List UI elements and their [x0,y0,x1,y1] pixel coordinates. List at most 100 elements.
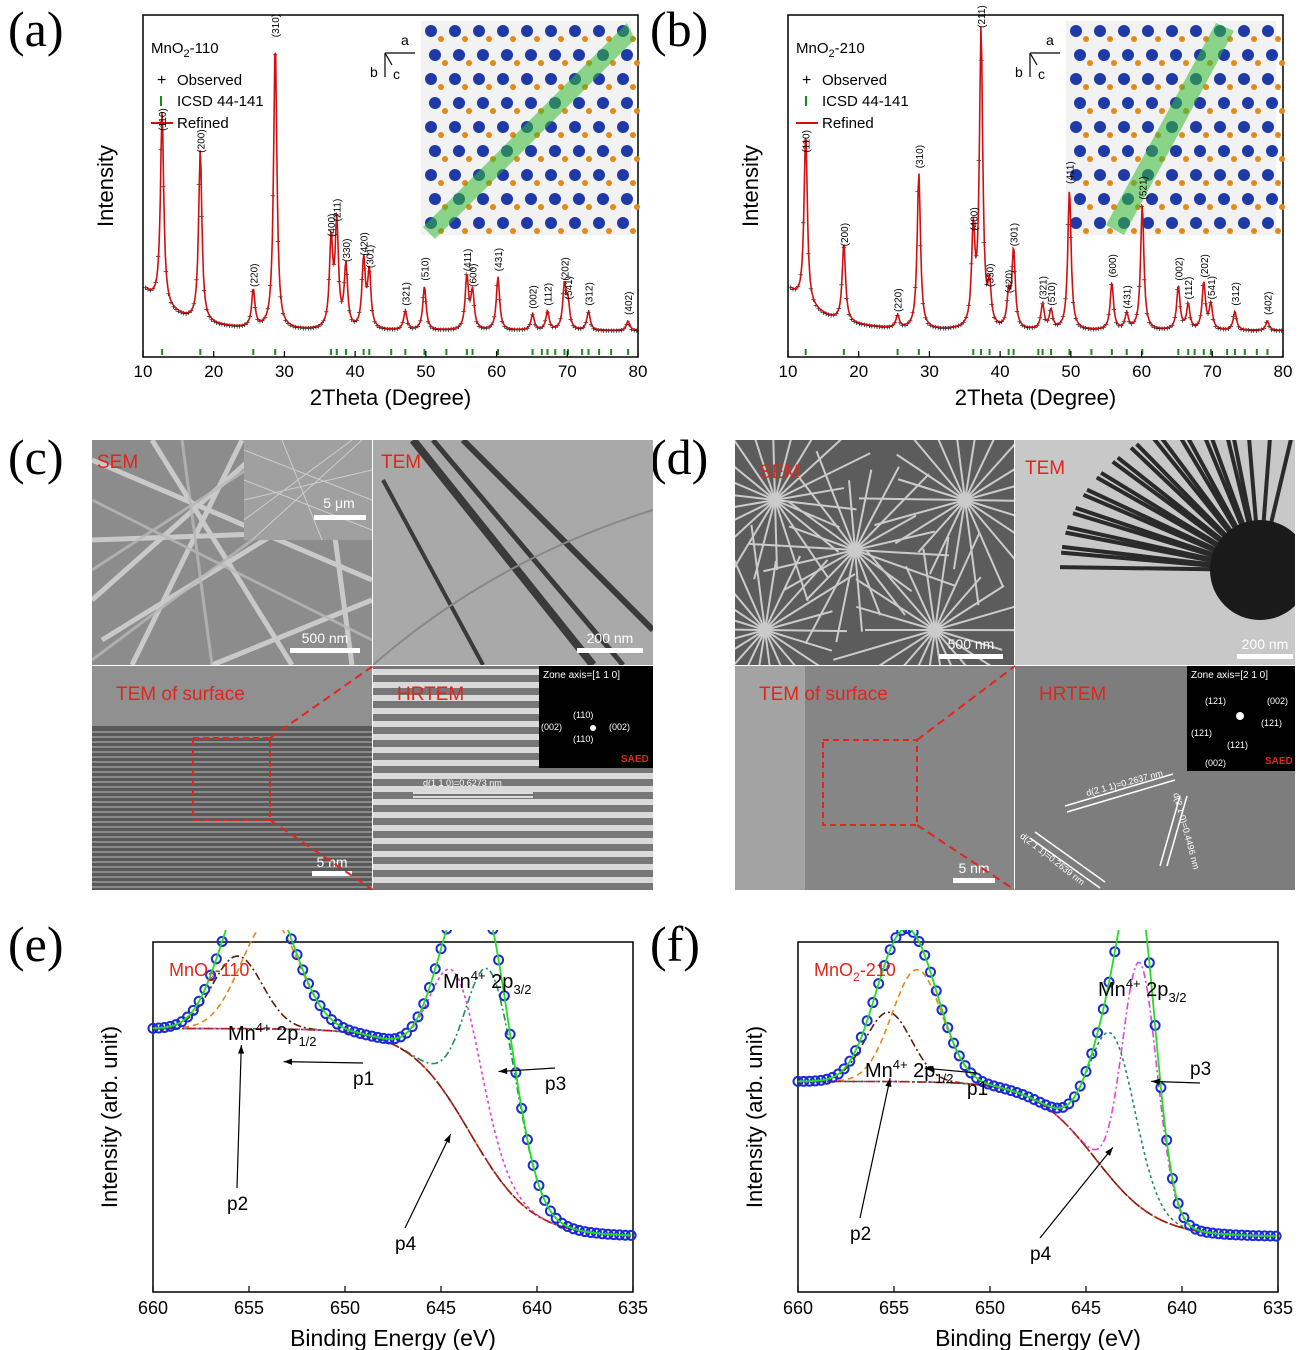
data-point [855,1031,867,1043]
manganese-atom [1155,36,1161,42]
nanorod [735,608,766,631]
nanorod [934,533,981,631]
observed-point: + [293,322,298,332]
component-arrow-p2 [859,1077,891,1219]
peak-annotations: (110) (200) (220) (310) (400) (211) (330) (420)… [802,5,1275,315]
manganese-atom [562,60,568,66]
oxygen-atom [521,25,533,37]
observed-point: + [887,322,892,332]
oxygen-atom [525,49,537,61]
manganese-atom [514,204,520,210]
data-point [907,930,919,938]
manganese-atom [1179,36,1185,42]
observed-point: + [925,318,930,328]
peak-label: (202) [560,257,571,280]
nanorod [764,629,833,652]
peak-label: (521) [1138,176,1149,199]
peak-label: (402) [1263,292,1274,315]
manganese-atom [1179,228,1185,234]
manganese-atom [630,180,636,186]
peak-label: (310) [915,145,926,168]
plot-frame [797,941,1279,1293]
x-tick-label: 655 [879,1298,909,1318]
nanorod [764,560,777,631]
oxygen-atom [1170,193,1182,205]
x-tick-label: 40 [346,362,365,381]
data-point [435,943,447,955]
nanorod [964,499,1014,560]
manganese-atom [1179,180,1185,186]
oxygen-atom [525,193,537,205]
nanorod [964,440,976,501]
panel-label-b: (b) [650,1,709,57]
component-label-p4: p4 [395,1234,417,1255]
observed-point: + [941,323,946,333]
peak-label: (211) [333,199,344,222]
oxygen-atom [1190,217,1202,229]
observed-point: + [173,305,178,315]
observed-point: + [1216,323,1221,333]
observed-point: + [1274,326,1279,336]
peak-label: (312) [1231,282,1242,305]
data-point [873,978,885,990]
observed-point: + [550,322,555,332]
data-point [1034,1096,1046,1108]
observed-point: + [410,323,415,333]
observed-point: + [209,315,214,325]
component-arrowhead-p3 [498,1067,508,1075]
oxygen-atom [1242,49,1254,61]
observed-point: + [476,321,481,331]
oxygen-atom [1118,169,1130,181]
observed-point: + [481,323,486,333]
manganese-atom [1251,180,1257,186]
observed-point: + [1083,324,1088,334]
observed-point: + [1088,324,1093,334]
nanorod [735,629,766,650]
oxygen-atom [597,193,609,205]
observed-point: + [479,323,484,333]
panel-label-e: (e) [8,916,64,972]
manganese-atom [1255,204,1261,210]
nanorod [934,629,992,665]
manganese-atom [1279,156,1285,162]
observed-point: + [1025,323,1030,333]
data-point [988,1080,1000,1092]
peak-label: (321) [401,282,412,305]
oxygen-atom [1194,193,1206,205]
observed-point: + [374,321,379,331]
manganese-atom [1255,108,1261,114]
peak-label: (301) [365,245,376,268]
component-arrowhead-p1 [283,1058,293,1065]
manganese-atom [1183,60,1189,66]
manganese-atom [1087,60,1093,66]
observed-point: + [900,320,905,330]
oxygen-atom [573,145,585,157]
oxygen-atom [429,49,441,61]
nanorod [735,499,776,569]
manganese-atom [1227,180,1233,186]
tem-image-c: TEM 200 nm [373,440,653,665]
observed-point: + [614,326,619,336]
manganese-atom [438,84,444,90]
observed-point: + [609,326,614,336]
observed-point: + [234,321,239,331]
refined-curve [145,53,638,331]
legend-observed-marker: + [802,72,811,89]
observed-point: + [933,323,938,333]
nanorod [858,497,966,501]
oxygen-atom [1074,49,1086,61]
nanorod [854,549,882,616]
data-point [291,949,303,961]
manganese-atom [442,156,448,162]
saed-spot-121-c-d: (121) [1261,718,1283,728]
saed-spot-002-right-c: (002) [609,722,631,732]
x-tick-label: 650 [330,1298,360,1318]
oxygen-atom [1262,121,1274,133]
hrtem-label-d: HRTEM [1039,684,1107,705]
saed-spot-002-left-c: (002) [541,722,563,732]
manganese-atom [1231,204,1237,210]
observed-point: + [1055,320,1060,330]
manganese-atom [510,228,516,234]
axis-c-label: c [393,66,400,82]
observed-point: + [285,319,290,329]
